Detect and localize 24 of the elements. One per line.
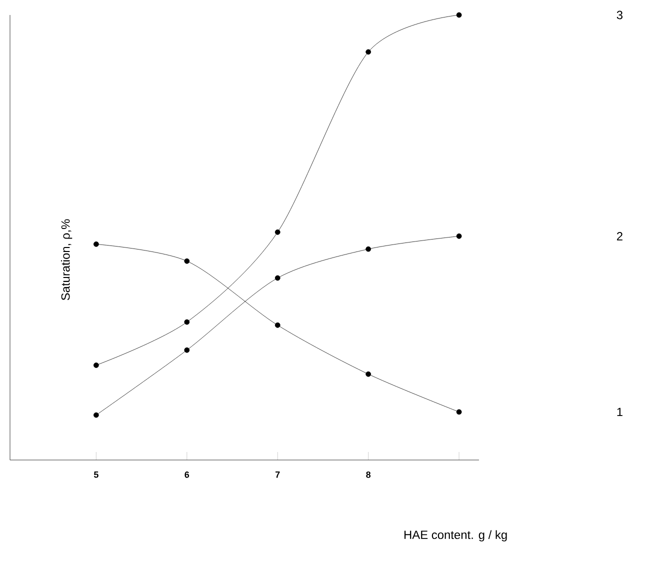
point <box>184 319 190 325</box>
point <box>184 347 190 353</box>
point <box>456 233 462 239</box>
point <box>366 49 372 55</box>
point <box>274 229 280 235</box>
y-axis-title: Saturation, ρ,% <box>61 219 72 300</box>
x-tick-label: 8 <box>366 472 371 478</box>
x-tick-label: 6 <box>184 472 190 478</box>
point <box>456 12 462 18</box>
point <box>274 275 280 281</box>
text: 1 <box>617 408 622 416</box>
point <box>184 258 190 264</box>
point <box>93 362 99 368</box>
point <box>93 412 99 418</box>
x-axis-title: HAE content. g / kg <box>404 530 507 542</box>
x-tick-label: 5 <box>94 472 98 478</box>
point <box>366 371 372 377</box>
x-tick-label: 7 <box>276 472 280 478</box>
point <box>366 246 372 252</box>
point <box>456 409 462 415</box>
point <box>93 241 99 247</box>
text: 2 <box>616 232 622 240</box>
point <box>274 322 280 328</box>
text: 3 <box>616 10 623 20</box>
